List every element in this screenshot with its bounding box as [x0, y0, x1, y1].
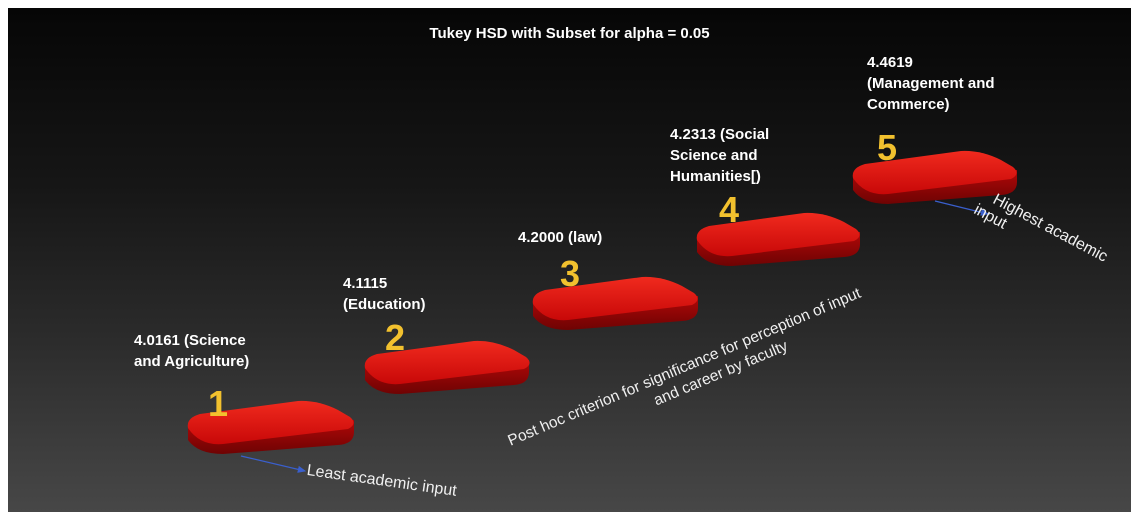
- step-block-3: [532, 276, 698, 330]
- step-label-3-line: 4.2000 (law): [518, 229, 603, 246]
- diagram-canvas: Tukey HSD with Subset for alpha = 0.05: [8, 8, 1131, 512]
- step-block-2: [364, 340, 530, 394]
- least-arrow: [240, 455, 307, 473]
- step-block-1: [187, 400, 354, 454]
- step-label-1-line: and Agriculture): [134, 353, 250, 370]
- step-label-1: 4.0161 (Science and Agriculture): [134, 330, 249, 372]
- step-block-4: [696, 212, 860, 266]
- step-block-5: [852, 150, 1017, 204]
- step-label-2: 4.1115 (Education): [343, 273, 426, 315]
- step-label-4-line: Science and: [670, 147, 758, 164]
- highest-arrow: [934, 200, 990, 216]
- step-number-3: 3: [560, 253, 581, 294]
- step-label-2-line: 4.1115: [343, 275, 388, 292]
- step-label-5-line: Commerce): [867, 96, 950, 113]
- step-number-1: 1: [208, 383, 229, 424]
- step-label-4-line: 4.2313 (Social: [670, 126, 770, 143]
- step-label-1-line: 4.0161 (Science: [134, 332, 246, 349]
- blocks-layer: [187, 150, 1017, 473]
- step-number-2: 2: [385, 317, 406, 358]
- step-label-5: 4.4619 (Management and Commerce): [867, 52, 995, 115]
- step-label-5-line: 4.4619: [867, 54, 913, 71]
- step-number-5: 5: [877, 127, 898, 168]
- step-label-4: 4.2313 (Social Science and Humanities[): [670, 124, 769, 187]
- step-label-4-line: Humanities[): [670, 168, 761, 185]
- step-label-3: 4.2000 (law): [518, 227, 602, 248]
- step-label-2-line: (Education): [343, 296, 426, 313]
- step-number-4: 4: [719, 189, 740, 230]
- step-label-5-line: (Management and: [867, 75, 995, 92]
- diagram-title: Tukey HSD with Subset for alpha = 0.05: [429, 25, 710, 42]
